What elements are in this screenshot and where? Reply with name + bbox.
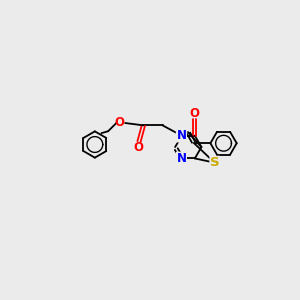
Text: S: S xyxy=(210,156,220,170)
Text: O: O xyxy=(115,116,125,129)
Text: N: N xyxy=(176,129,186,142)
Text: O: O xyxy=(134,141,144,154)
Text: N: N xyxy=(176,152,186,165)
Text: O: O xyxy=(190,107,200,120)
